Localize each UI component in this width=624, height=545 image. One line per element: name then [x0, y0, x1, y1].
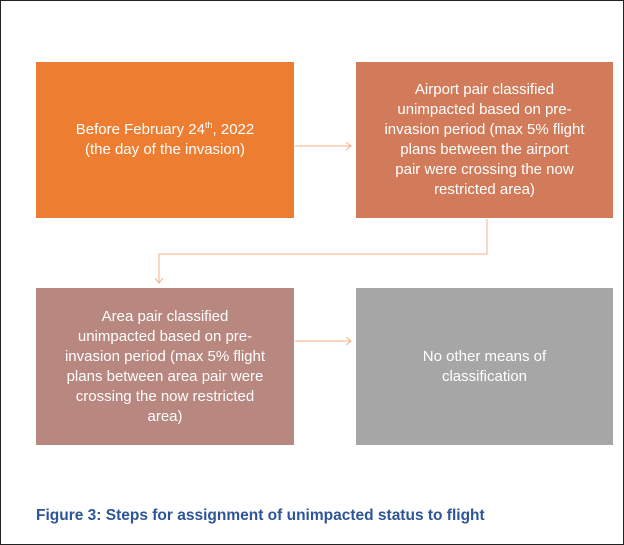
- step-text: classification: [441, 367, 528, 385]
- step-text: restricted area): [434, 181, 535, 198]
- step-text: crossing the now restricted: [75, 387, 255, 405]
- arrow-head: [154, 277, 164, 284]
- step-text: (the day of the invasion): [84, 141, 246, 158]
- superscript: th: [205, 120, 213, 130]
- text: Before February 24: [75, 121, 205, 138]
- arrow-head: [345, 141, 352, 151]
- step-text: unimpacted based on pre-: [397, 101, 572, 118]
- step-text: unimpacted based on pre-: [77, 327, 253, 345]
- text: , 2022: [212, 121, 255, 138]
- step-text: pair were crossing the now: [395, 161, 574, 178]
- step-text: Area pair classified: [101, 307, 229, 325]
- step-text: plans between the airport: [400, 141, 569, 158]
- step-text: Airport pair classified: [414, 81, 555, 98]
- step-box: Area pair classified unimpacted based on …: [36, 288, 294, 445]
- step-text: area): [147, 407, 183, 425]
- step-box: Before February 24th, 2022 (the day of t…: [36, 62, 294, 218]
- step-text: invasion period (max 5% flight: [64, 347, 266, 365]
- step-text: No other means of: [422, 347, 547, 365]
- step-text: plans between area pair were: [66, 367, 264, 385]
- step-box: No other means of classification: [356, 288, 613, 445]
- arrow: [158, 219, 488, 283]
- caption: Figure 3: Steps for assignment of unimpa…: [36, 507, 485, 524]
- step-text: Before February 24th, 2022: [76, 120, 254, 140]
- step-text: invasion period (max 5% flight: [384, 121, 585, 138]
- step-box: Airport pair classified unimpacted based …: [356, 62, 613, 218]
- arrow-head: [345, 336, 352, 346]
